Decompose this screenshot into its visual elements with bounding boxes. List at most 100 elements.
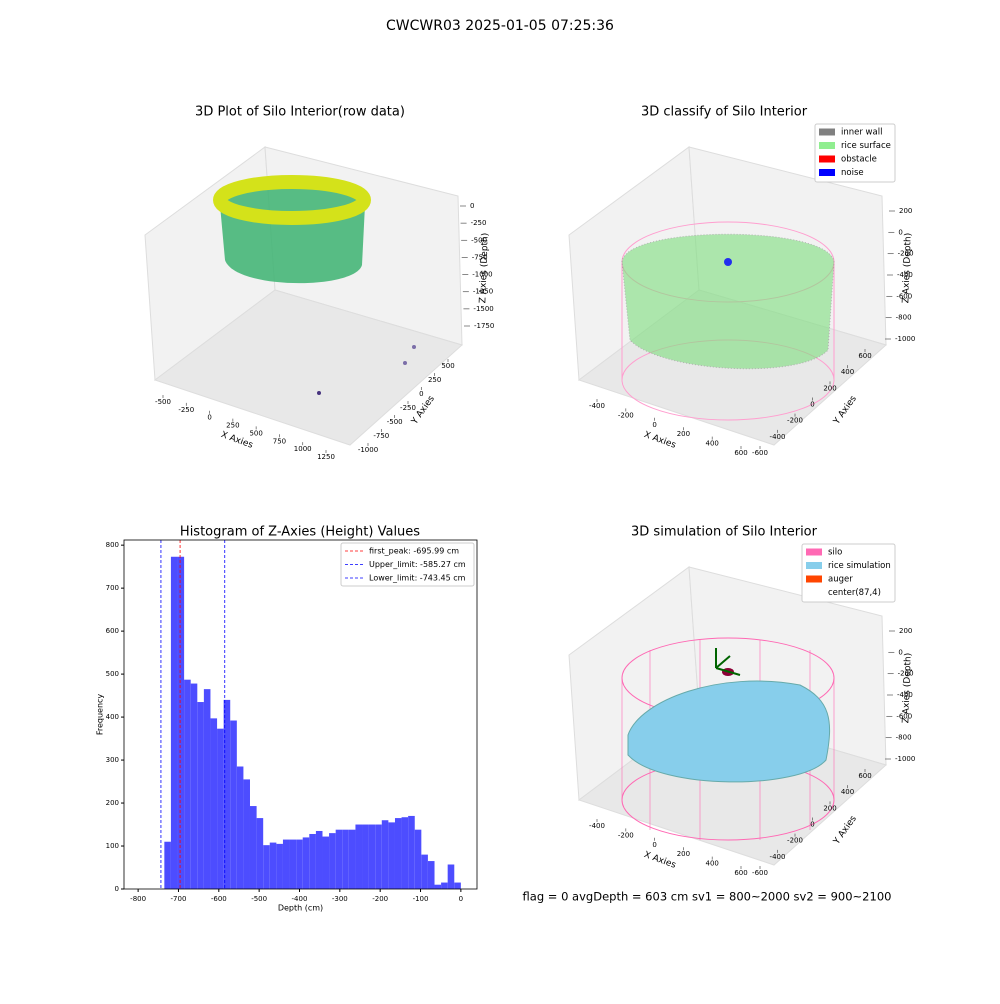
y-tick-label: 300 (106, 756, 119, 764)
bar (309, 833, 316, 889)
bar (427, 861, 435, 889)
z-tick-label: -1000 (895, 755, 915, 763)
legend-box (340, 542, 475, 587)
bar (368, 824, 376, 889)
bar (454, 882, 461, 889)
x-tick-label: -400 (589, 402, 605, 410)
x-tick-label: 1250 (317, 453, 335, 461)
bar (276, 843, 283, 889)
annotation: flag = 0 avgDepth = 603 cm sv1 = 800~200… (523, 890, 892, 904)
bar (263, 845, 270, 889)
bar (170, 556, 178, 889)
z-tick-label: -1000 (895, 335, 915, 343)
x-tick-label: 0 (652, 841, 656, 849)
bar (302, 837, 310, 889)
x-tick-label: 250 (226, 422, 239, 430)
legend-label: auger (828, 575, 853, 585)
bar (190, 683, 198, 889)
z-tick-label: -200 (898, 670, 914, 678)
x-tick-label: 0 (652, 421, 656, 429)
y-axis-label: Y Axies (831, 394, 859, 427)
z-tick-label: 0 (898, 228, 902, 236)
bar (355, 824, 363, 889)
legend-box (814, 123, 896, 183)
y-tick-label: 400 (841, 788, 854, 796)
legend-label: silo (828, 548, 842, 558)
z-tick-label: -800 (896, 314, 912, 322)
legend-label: Upper_limit: -585.27 cm (369, 560, 466, 569)
bar (249, 806, 257, 889)
y-tick-label: 400 (841, 368, 854, 376)
z-tick-label: -400 (897, 271, 913, 279)
z-tick-label: -600 (896, 712, 912, 720)
z-axis-label: Z Axies (Depth) (478, 233, 490, 304)
bar (421, 854, 428, 889)
x-tick-label: 0 (207, 414, 211, 422)
y-tick-label: 200 (823, 804, 836, 812)
z-tick-label: -1250 (473, 288, 493, 296)
y-tick-label: 400 (106, 713, 119, 721)
legend-swatch (819, 155, 835, 163)
x-tick-label: -200 (618, 411, 634, 419)
bar (375, 824, 382, 889)
bar (441, 882, 448, 889)
z-tick-label: -1750 (474, 322, 494, 330)
chart-title: 3D classify of Silo Interior (641, 105, 808, 120)
y-axis-label: Y Axies (831, 814, 859, 847)
y-tick-label: -400 (770, 433, 786, 441)
legend-box (801, 543, 896, 603)
x-tick-label: 500 (249, 429, 262, 437)
x-tick-label: -400 (292, 895, 308, 903)
z-tick-label: -250 (471, 219, 487, 227)
y-tick-label: 700 (106, 584, 119, 592)
x-tick-label: -600 (211, 895, 227, 903)
bar (236, 766, 244, 889)
legend-swatch (806, 562, 822, 569)
y-tick-label: -1000 (358, 446, 378, 454)
legend-label: obstacle (841, 155, 877, 165)
bar (335, 829, 343, 889)
bar (289, 839, 297, 889)
y-tick-label: 800 (106, 541, 119, 549)
bar (348, 829, 356, 889)
legend-label: first_peak: -695.99 cm (369, 547, 459, 556)
x-tick-label: 600 (734, 449, 747, 457)
z-tick-label: -400 (897, 691, 913, 699)
y-tick-label: -250 (400, 404, 416, 412)
x-tick-label: 0 (459, 895, 463, 903)
z-tick-label: -600 (896, 292, 912, 300)
x-tick-label: 200 (677, 850, 690, 858)
legend-label: rice surface (841, 141, 891, 151)
bar (282, 839, 290, 889)
legend-swatch (819, 169, 835, 176)
z-tick-label: 200 (899, 207, 912, 215)
x-tick-label: 200 (677, 430, 690, 438)
x-axis-label: X Axies (642, 850, 677, 871)
chart-title: 3D simulation of Silo Interior (631, 525, 818, 540)
y-tick-label: 0 (419, 390, 423, 398)
legend-label: inner wall (841, 128, 882, 138)
bar (217, 728, 224, 889)
bar (362, 824, 369, 889)
legend-swatch (806, 575, 822, 583)
z-tick-label: 0 (470, 202, 474, 210)
bar (315, 830, 323, 889)
x-tick-label: 600 (734, 869, 747, 877)
bar (342, 829, 349, 889)
y-tick-label: 200 (106, 799, 119, 807)
x-tick-label: -800 (130, 895, 146, 903)
z-axis-label: Z Axies (Depth) (901, 653, 913, 724)
bar (164, 841, 171, 889)
legend-label: noise (841, 168, 864, 178)
x-tick-label: -400 (589, 822, 605, 830)
y-tick-label: 600 (858, 772, 871, 780)
bar (381, 820, 389, 889)
y-axis-label: Frequency (96, 694, 105, 736)
bar (401, 817, 409, 889)
x-tick-label: 400 (706, 860, 719, 868)
z-tick-label: -500 (471, 236, 487, 244)
x-tick-label: -300 (332, 895, 348, 903)
legend-swatch (819, 128, 835, 136)
bar (296, 839, 303, 889)
bar (197, 702, 204, 889)
